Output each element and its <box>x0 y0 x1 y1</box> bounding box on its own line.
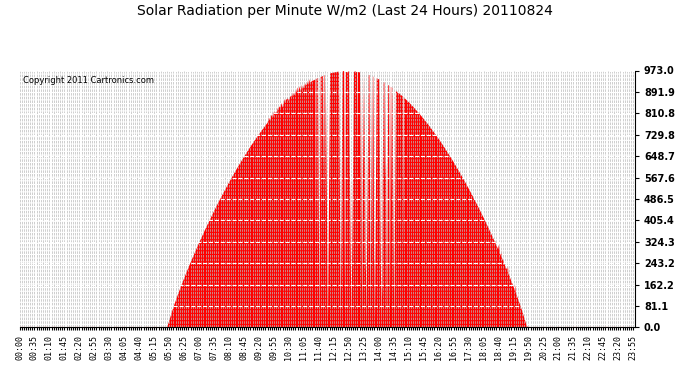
Text: Solar Radiation per Minute W/m2 (Last 24 Hours) 20110824: Solar Radiation per Minute W/m2 (Last 24… <box>137 4 553 18</box>
Text: Copyright 2011 Cartronics.com: Copyright 2011 Cartronics.com <box>23 76 154 85</box>
